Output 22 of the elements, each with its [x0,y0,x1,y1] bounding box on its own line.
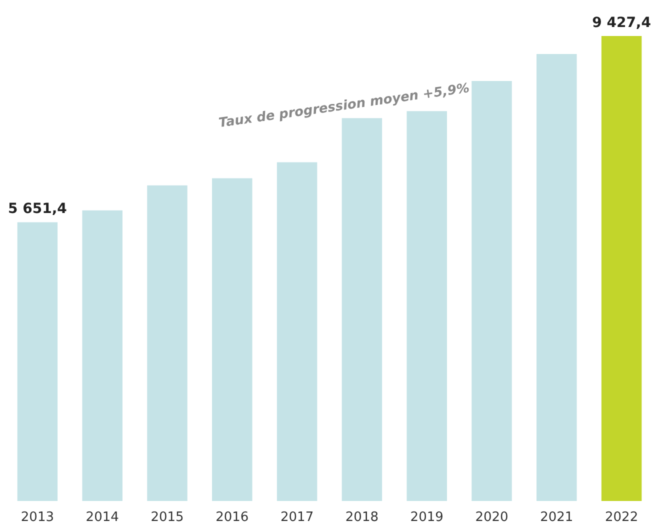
x-tick-label: 2022 [605,510,638,525]
x-tick-label: 2017 [280,510,314,525]
bar [536,54,577,501]
data-label: 9 427,4 [592,15,652,31]
bar [82,210,122,501]
bar [276,162,318,501]
x-tick-label: 2015 [150,510,184,525]
data-label: 5 651,4 [8,201,68,218]
bar [601,36,642,501]
bar [147,185,188,501]
x-tick-label: 2013 [20,510,54,525]
x-tick-label: 2021 [540,510,574,525]
x-tick-label: 2014 [86,510,119,525]
bar [212,178,252,501]
x-tick-label: 2016 [216,510,249,525]
bar [17,222,58,501]
bar [472,81,512,501]
x-tick-label: 2020 [475,510,508,525]
annotation: Taux de progression moyen +5,9% [218,81,470,132]
x-tick-label: 2019 [410,510,444,525]
bar [406,111,447,501]
x-tick-label: 2018 [345,510,378,525]
